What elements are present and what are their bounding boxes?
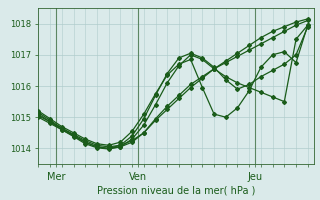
X-axis label: Pression niveau de la mer( hPa ): Pression niveau de la mer( hPa )	[97, 186, 255, 196]
